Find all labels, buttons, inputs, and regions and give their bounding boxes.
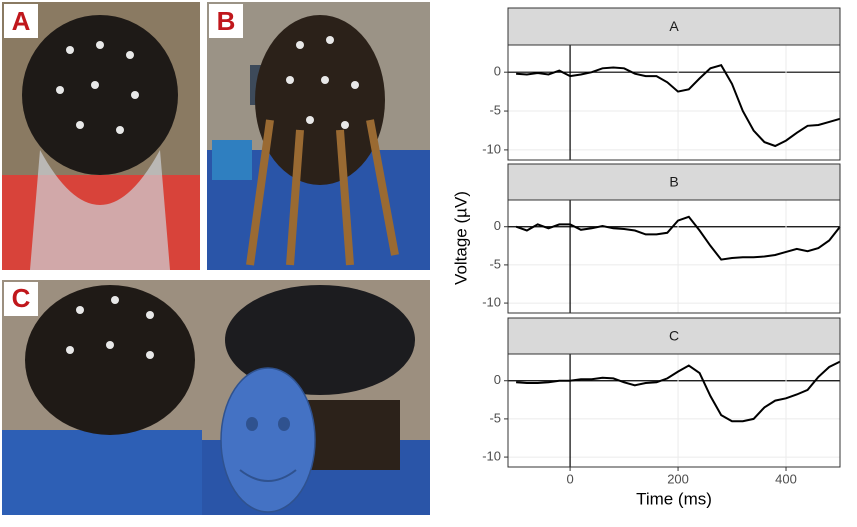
strip-title: C	[669, 328, 679, 344]
y-tick-label: -10	[482, 295, 501, 310]
panel	[508, 354, 840, 467]
photo-label: B	[217, 6, 236, 36]
x-tick-label: 0	[566, 471, 573, 486]
x-tick-label: 400	[775, 471, 797, 486]
y-tick-label: 0	[494, 218, 501, 233]
y-tick-label: 0	[494, 372, 501, 387]
panel-border	[507, 199, 841, 314]
strip-title: B	[669, 174, 678, 190]
data-line	[516, 64, 841, 148]
panel-border	[507, 44, 841, 161]
y-tick-label: -5	[489, 410, 501, 425]
data-line	[515, 215, 841, 261]
strip-title: A	[669, 18, 679, 34]
y-tick-label: -10	[482, 141, 501, 156]
panel	[508, 200, 840, 313]
chart: A 0 -5 -10 B 0 -5 -10 C 0 -5 -10 0 200 400 Time (ms) Vol…	[451, 7, 841, 508]
data-line	[516, 360, 841, 423]
x-axis-title: Time (ms)	[636, 489, 712, 508]
y-tick-label: -10	[482, 449, 501, 464]
y-tick-label: 0	[494, 64, 501, 79]
y-tick-label: -5	[489, 256, 501, 271]
photo-c: C	[2, 280, 430, 515]
photo-b: B	[207, 2, 430, 270]
panel	[508, 45, 840, 160]
panel-border	[507, 353, 841, 468]
photo-label: A	[12, 6, 31, 36]
x-tick-label: 200	[667, 471, 689, 486]
strip	[507, 163, 841, 201]
photo-label: C	[12, 283, 31, 313]
photo-a: A	[2, 2, 200, 270]
y-tick-label: -5	[489, 102, 501, 117]
y-axis-title: Voltage (µV)	[451, 191, 470, 285]
